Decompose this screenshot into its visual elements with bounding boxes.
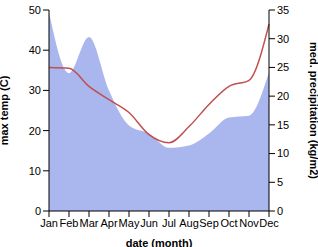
svg-text:Apr: Apr [100,217,117,229]
svg-text:Jun: Jun [140,217,158,229]
svg-text:med. precipitation (kg/m2): med. precipitation (kg/m2) [308,42,310,179]
svg-text:May: May [119,217,140,229]
svg-text:0: 0 [35,205,41,217]
svg-text:50: 50 [29,4,41,16]
svg-text:max temp (C): max temp (C) [8,75,10,145]
svg-text:Aug: Aug [179,217,199,229]
svg-text:30: 30 [29,84,41,96]
svg-text:35: 35 [277,4,289,16]
svg-text:20: 20 [277,90,289,102]
svg-text:date (month): date (month) [126,237,193,247]
svg-text:Nov: Nov [239,217,259,229]
svg-text:Jul: Jul [162,217,176,229]
svg-text:Feb: Feb [60,217,79,229]
svg-text:40: 40 [29,44,41,56]
svg-text:25: 25 [277,61,289,73]
svg-text:Oct: Oct [220,217,237,229]
svg-text:Mar: Mar [80,217,99,229]
svg-text:30: 30 [277,33,289,45]
svg-text:5: 5 [277,176,283,188]
svg-text:15: 15 [277,119,289,131]
svg-text:Sep: Sep [199,217,219,229]
svg-text:0: 0 [277,205,283,217]
svg-text:20: 20 [29,125,41,137]
svg-text:Jan: Jan [40,217,58,229]
svg-text:Dec: Dec [259,217,279,229]
svg-text:10: 10 [277,147,289,159]
svg-text:10: 10 [29,165,41,177]
